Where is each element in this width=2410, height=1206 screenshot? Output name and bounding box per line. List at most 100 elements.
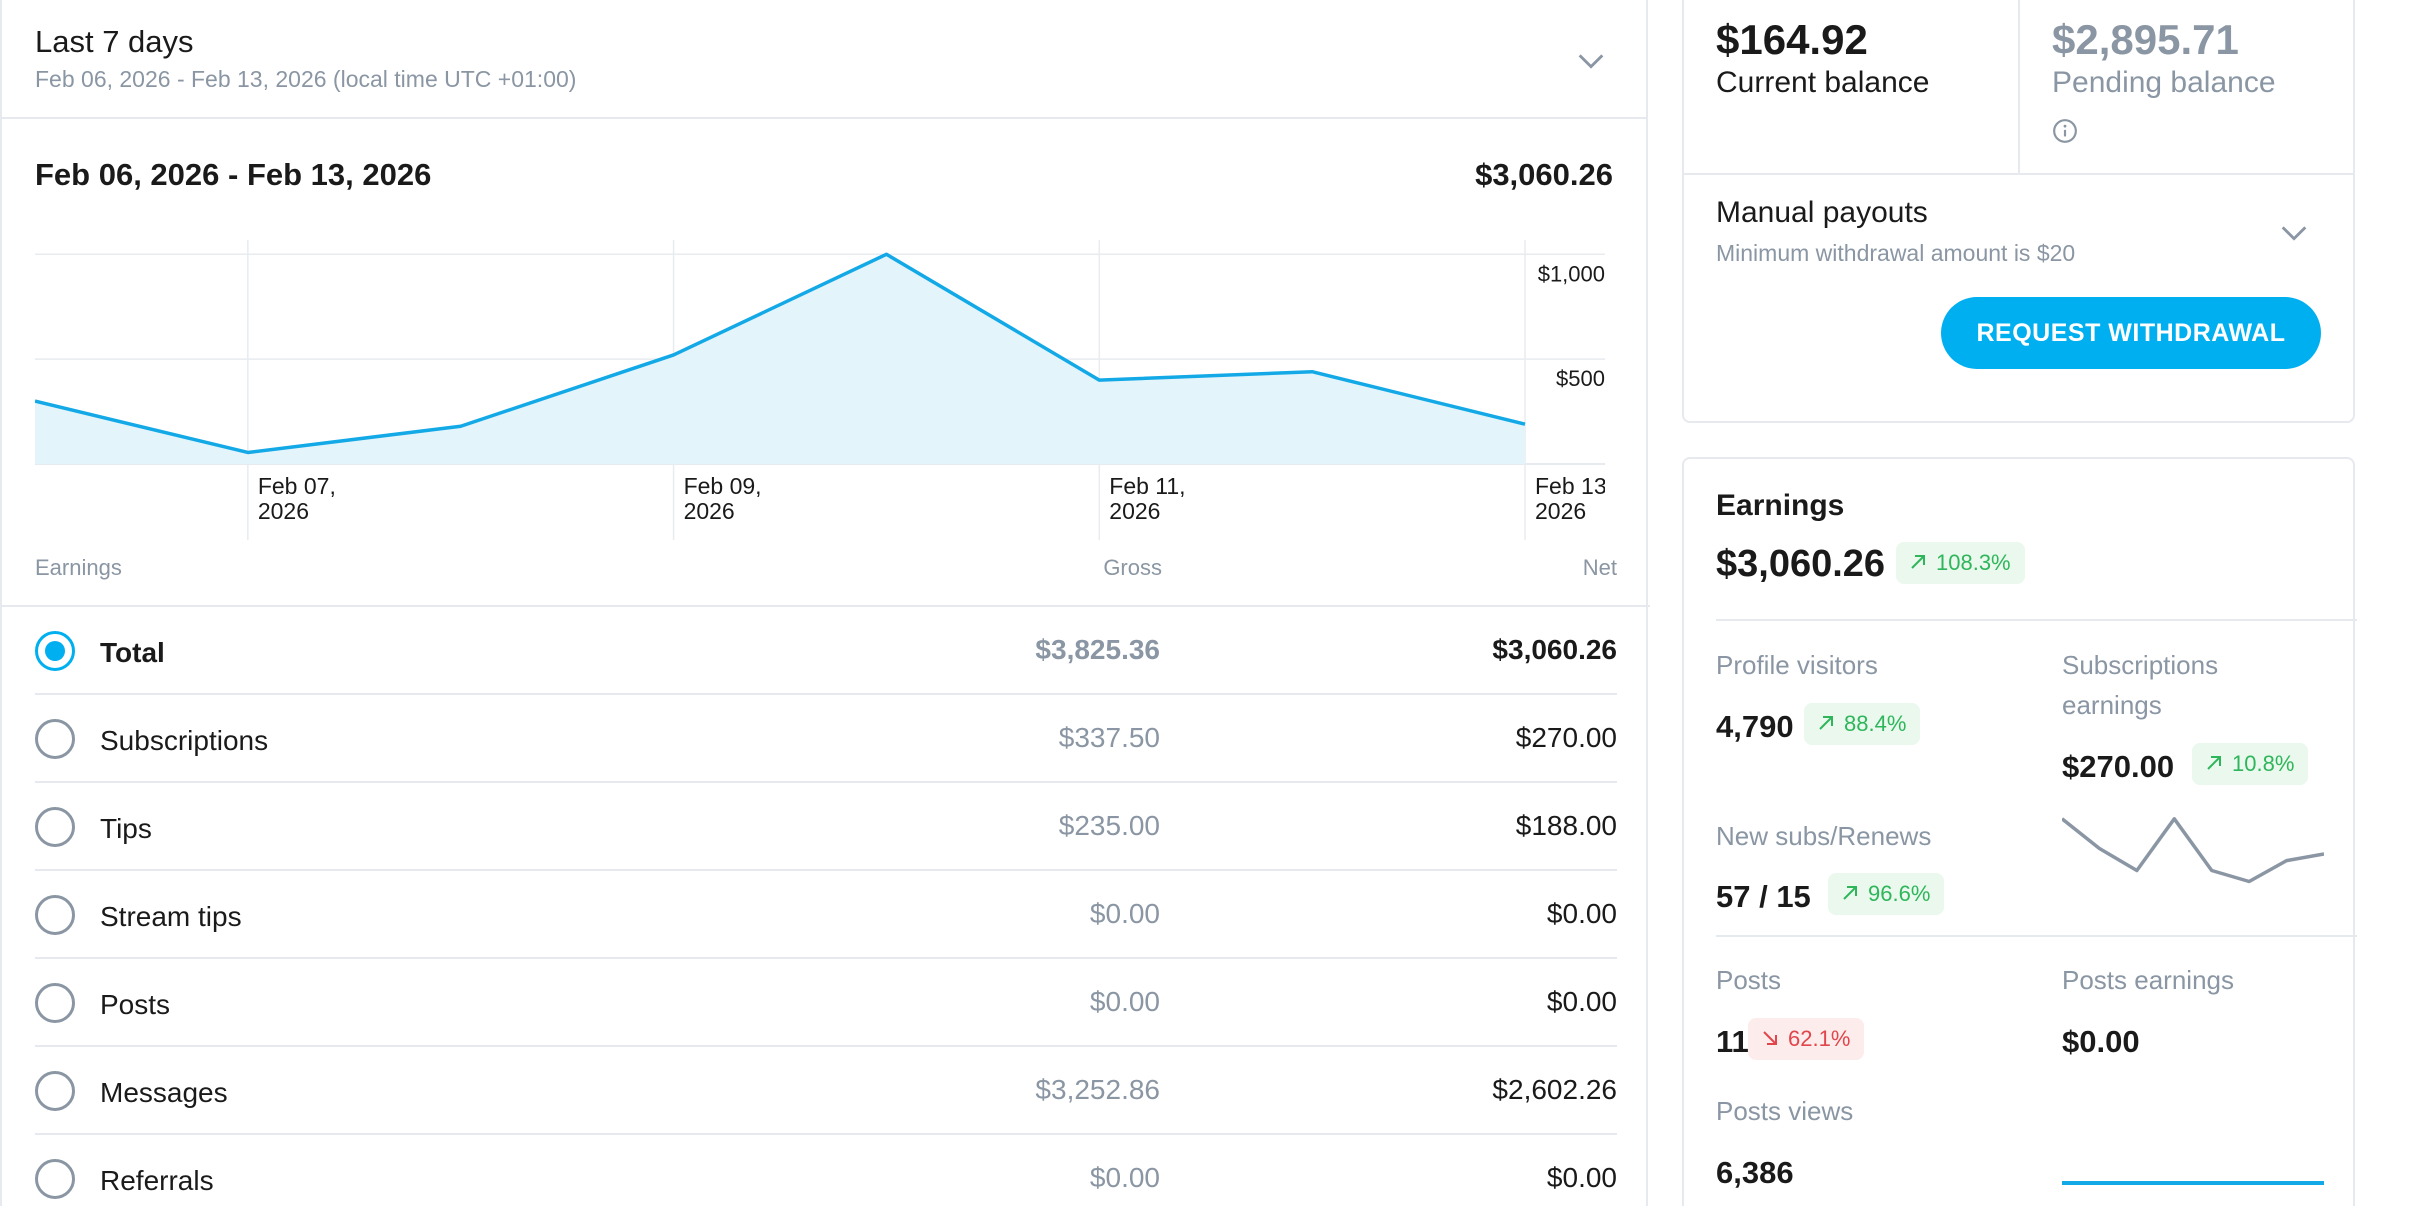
row-gross: $3,252.86 (1035, 1074, 1160, 1105)
header-gross: Gross (1103, 555, 1162, 580)
chart-series-line (35, 252, 1526, 455)
radio-button[interactable] (35, 1159, 75, 1199)
row-net: $3,060.26 (1492, 634, 1617, 665)
x-tick-label: Feb 07, (258, 473, 336, 499)
row-name: Stream tips (100, 901, 242, 932)
current-balance-label: Current balance (1716, 66, 1930, 99)
subscriptions-earnings-label-line2: earnings (2062, 690, 2162, 720)
header-net: Net (1582, 555, 1617, 580)
change-value: 108.3% (1936, 550, 2011, 575)
change-value: 96.6% (1868, 881, 1931, 906)
x-tick-label: Feb 09, (684, 473, 762, 499)
balance-card: $164.92 Current balance $2,895.71 Pendin… (1682, 0, 2355, 423)
divider (1716, 935, 2357, 937)
row-name: Posts (100, 989, 171, 1020)
radio-button[interactable] (35, 895, 75, 935)
table-row-stream-tips[interactable]: Stream tips $0.00 $0.00 (35, 871, 1617, 959)
y-tick-label: $1,000 (1538, 261, 1605, 286)
radio-button[interactable] (35, 983, 75, 1023)
table-row-total[interactable]: Total $3,825.36 $3,060.26 (35, 607, 1617, 695)
arrow-down-right-icon (1763, 1031, 1777, 1045)
row-gross: $337.50 (1058, 722, 1160, 753)
subscriptions-sparkline (2062, 817, 2324, 884)
earnings-statistics-panel: Last 7 days Feb 06, 2026 - Feb 13, 2026 … (0, 0, 1650, 1206)
profile-visitors-value: 4,790 (1716, 709, 1794, 744)
row-name: Messages (100, 1077, 228, 1108)
earnings-amount: $3,060.26 (1716, 543, 1886, 585)
row-gross: $0.00 (1089, 898, 1160, 929)
change-value: 62.1% (1788, 1026, 1851, 1051)
subscriptions-earnings-label-line1: Subscriptions (2062, 650, 2219, 680)
period-total: $3,060.26 (1475, 157, 1613, 192)
row-name: Referrals (100, 1165, 214, 1196)
profile-visitors-change-badge: 88.4% (1804, 703, 1921, 745)
table-row-tips[interactable]: Tips $235.00 $188.00 (35, 783, 1617, 871)
info-icon[interactable] (2052, 118, 2078, 144)
x-tick-label: Feb 11, (1109, 473, 1185, 499)
row-net: $0.00 (1546, 1162, 1617, 1193)
change-value: 88.4% (1844, 711, 1907, 736)
change-value: 10.8% (2232, 751, 2295, 776)
sparkline-line (2062, 817, 2324, 884)
pending-balance-amount: $2,895.71 (2052, 16, 2239, 63)
x-tick-label: Feb 13, (1535, 473, 1605, 499)
row-gross: $0.00 (1089, 1162, 1160, 1193)
row-gross: $3,825.36 (1035, 634, 1160, 665)
earnings-summary-card: Earnings $3,060.26 108.3% Profile visito… (1682, 457, 2357, 1206)
chevron-down-icon[interactable] (2277, 216, 2311, 250)
x-tick-label: 2026 (258, 498, 309, 524)
date-range-selector[interactable]: Last 7 days Feb 06, 2026 - Feb 13, 2026 … (2, 0, 1646, 119)
profile-visitors-label: Profile visitors (1716, 650, 1878, 680)
arrow-up-right-icon (1911, 555, 1925, 569)
row-net: $270.00 (1515, 722, 1617, 753)
radio-button[interactable] (35, 807, 75, 847)
posts-earnings-label: Posts earnings (2062, 965, 2234, 995)
row-gross: $0.00 (1089, 986, 1160, 1017)
subscriptions-earnings-change-badge: 10.8% (2192, 743, 2309, 785)
table-row-posts[interactable]: Posts $0.00 $0.00 (35, 959, 1617, 1047)
range-title: Last 7 days (35, 24, 194, 59)
posts-earnings-value: $0.00 (2062, 1024, 2140, 1059)
posts-views-label: Posts views (1716, 1096, 1854, 1126)
earnings-change-badge: 108.3% (1896, 542, 2025, 584)
row-net: $188.00 (1515, 810, 1617, 841)
divider (1684, 173, 2353, 175)
divider (2, 605, 1650, 607)
arrow-up-right-icon (2207, 756, 2221, 770)
header-earnings: Earnings (35, 555, 122, 580)
posts-value: 11 (1716, 1024, 1749, 1059)
posts-views-value: 6,386 (1716, 1155, 1794, 1190)
radio-button[interactable] (35, 719, 75, 759)
table-row-subscriptions[interactable]: Subscriptions $337.50 $270.00 (35, 695, 1617, 783)
row-net: $0.00 (1546, 986, 1617, 1017)
divider (1716, 619, 2357, 621)
table-row-referrals[interactable]: Referrals $0.00 $0.00 (35, 1135, 1617, 1206)
x-tick-label: 2026 (1109, 498, 1160, 524)
radio-button-selected[interactable] (35, 631, 75, 671)
new-subs-value: 57 / 15 (1716, 879, 1811, 914)
row-net: $0.00 (1546, 898, 1617, 929)
row-net: $2,602.26 (1492, 1074, 1617, 1105)
posts-earnings-sparkline (2062, 1181, 2324, 1185)
request-withdrawal-button[interactable]: REQUEST WITHDRAWAL (1941, 297, 2321, 369)
posts-change-badge: 62.1% (1748, 1018, 1865, 1060)
x-tick-label: 2026 (1535, 498, 1586, 524)
table-row-messages[interactable]: Messages $3,252.86 $2,602.26 (35, 1047, 1617, 1135)
pending-balance-label: Pending balance (2052, 66, 2276, 99)
x-tick-label: 2026 (684, 498, 735, 524)
row-name: Total (100, 637, 165, 668)
chevron-down-icon[interactable] (1574, 44, 1608, 78)
arrow-up-right-icon (1819, 716, 1833, 730)
payout-title: Manual payouts (1716, 196, 1928, 229)
radio-button[interactable] (35, 1071, 75, 1111)
new-subs-change-badge: 96.6% (1828, 873, 1945, 915)
y-tick-label: $500 (1556, 366, 1605, 391)
arrow-up-right-icon (1843, 886, 1857, 900)
earnings-title: Earnings (1716, 489, 1845, 522)
current-balance: $164.92 Current balance (1684, 0, 2020, 173)
table-header: Earnings Gross Net (35, 555, 1617, 605)
row-name: Subscriptions (100, 725, 269, 756)
subscriptions-earnings-value: $270.00 (2062, 749, 2175, 784)
period-title: Feb 06, 2026 - Feb 13, 2026 (35, 157, 432, 192)
